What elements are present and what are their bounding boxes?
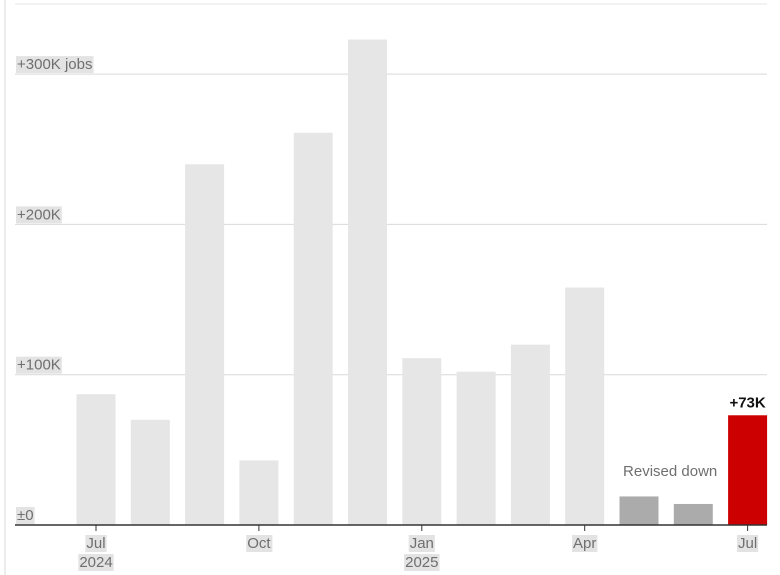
bar-5 [348, 39, 387, 525]
x-tick-month-3-group: Apr [572, 535, 598, 552]
y-tick-label-1-group: +100K [16, 356, 62, 374]
x-tick-year-0: 2024 [79, 554, 112, 571]
bar-2 [185, 164, 225, 525]
bar-8 [510, 344, 550, 525]
x-tick-month-1: Oct [247, 535, 271, 552]
y-tick-label-3: +300K jobs [17, 56, 92, 73]
bar-0 [76, 394, 116, 525]
x-tick-year-0-group: 2024 [78, 554, 114, 571]
bar-9 [565, 287, 605, 525]
y-tick-label-0: ±0 [17, 507, 34, 524]
y-tick-label-2: +200K [17, 206, 61, 223]
y-tick-label-2-bg [16, 206, 62, 224]
x-tick-month-1-bg [246, 535, 273, 552]
x-tick-year-2-group: 2025 [404, 554, 440, 571]
y-tick-label-1: +100K [17, 357, 61, 374]
x-tick-month-0: Jul [86, 535, 105, 552]
annotation-label-0: Revised down [623, 463, 717, 480]
x-tick-month-4: Jul [738, 535, 757, 552]
y-tick-label-0-group: ±0 [16, 507, 35, 524]
y-tick-label-3-group: +300K jobs [16, 56, 94, 74]
bar-11 [673, 503, 713, 525]
x-tick-month-3-bg [572, 535, 598, 552]
x-tick-month-0-bg [85, 535, 107, 552]
y-tick-label-1-bg [16, 356, 62, 374]
x-tick-month-4-group: Jul [737, 535, 759, 552]
x-tick-month-0-group: Jul [85, 535, 107, 552]
value-label-0-group: +73K [729, 394, 765, 411]
x-tick-labels: Jul 2024 Oct Jan 2025 Apr Jul [78, 525, 759, 571]
bar-6 [402, 358, 442, 525]
gridlines [15, 73, 767, 376]
x-tick-year-2-bg [404, 554, 440, 571]
y-tick-label-3-bg [16, 56, 94, 74]
x-tick-month-2: Jan [410, 535, 434, 552]
bar-10 [619, 496, 659, 525]
x-tick-year-0-bg [78, 554, 114, 571]
bar-12 [728, 415, 768, 525]
x-tick-month-2-bg [408, 535, 435, 552]
bar-4 [293, 132, 333, 526]
bar-3 [239, 460, 279, 525]
x-tick-month-1-group: Oct [246, 535, 273, 552]
y-tick-label-0-bg [16, 507, 35, 524]
x-tick-year-2: 2025 [405, 554, 438, 571]
bars [76, 39, 768, 526]
y-tick-labels: ±0 +100K +200K +300K jobs [16, 56, 94, 524]
bar-7 [456, 371, 496, 525]
bar-1 [130, 419, 170, 525]
annotation-label-0-group: Revised down [623, 463, 717, 480]
y-tick-label-2-group: +200K [16, 206, 62, 224]
value-label-0: +73K [729, 394, 765, 411]
x-tick-month-4-bg [737, 535, 759, 552]
x-tick-month-3: Apr [573, 535, 596, 552]
x-tick-month-2-group: Jan [408, 535, 435, 552]
annotations: Revised down +73K [623, 394, 766, 480]
